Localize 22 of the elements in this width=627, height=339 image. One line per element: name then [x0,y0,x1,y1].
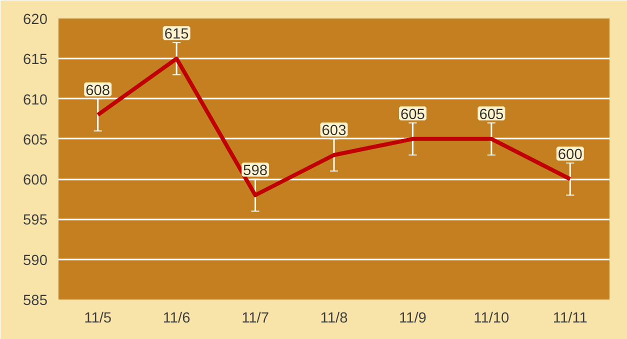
data-label: 608 [86,82,110,99]
y-tick-label: 590 [23,252,48,269]
x-tick-label: 11/11 [552,310,588,326]
data-label: 605 [400,106,425,123]
x-tick-label: 11/5 [84,310,112,326]
data-label: 598 [243,163,268,180]
x-tick-label: 11/9 [398,310,426,326]
y-tick-label: 610 [23,92,48,108]
x-tick-label: 11/7 [242,310,270,326]
x-tick-label: 11/10 [474,310,510,326]
y-tick-label: 605 [23,132,48,148]
data-label: 600 [558,147,582,164]
data-label: 603 [322,122,346,139]
y-tick-label: 615 [23,52,48,68]
y-tick-label: 620 [23,12,48,28]
x-tick-label: 11/6 [162,310,190,326]
y-tick-label: 595 [23,212,48,229]
data-label: 615 [164,26,189,43]
y-tick-label: 585 [23,293,48,309]
x-tick-label: 11/8 [320,310,348,326]
data-label: 605 [479,106,504,123]
y-tick-label: 600 [23,172,48,189]
